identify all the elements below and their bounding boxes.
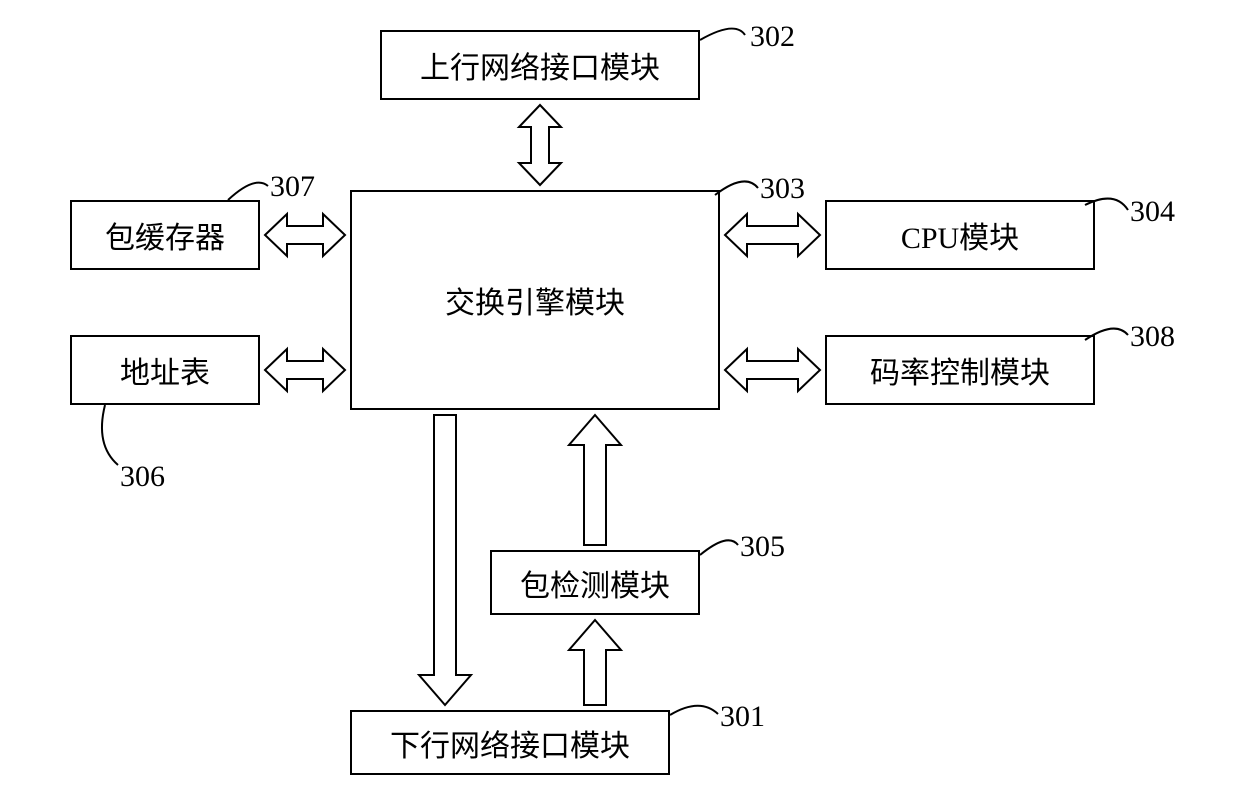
box-cpu: CPU模块 [825, 200, 1095, 270]
label-cpu: CPU模块 [901, 213, 1019, 257]
box-packet-detect: 包检测模块 [490, 550, 700, 615]
ref-rate: 308 [1130, 320, 1175, 354]
ref-cpu: 304 [1130, 195, 1175, 229]
box-engine: 交换引擎模块 [350, 190, 720, 410]
ref-pkt-buf: 307 [270, 170, 315, 204]
ref-addr-tbl: 306 [120, 460, 165, 494]
label-rate-control: 码率控制模块 [870, 348, 1050, 392]
label-packet-detect: 包检测模块 [520, 561, 670, 605]
box-packet-buffer: 包缓存器 [70, 200, 260, 270]
label-packet-buffer: 包缓存器 [105, 213, 225, 257]
label-uplink: 上行网络接口模块 [420, 43, 660, 87]
box-rate-control: 码率控制模块 [825, 335, 1095, 405]
label-address-table: 地址表 [120, 348, 210, 392]
ref-detect: 305 [740, 530, 785, 564]
label-engine: 交换引擎模块 [445, 278, 625, 322]
ref-uplink: 302 [750, 20, 795, 54]
label-downlink: 下行网络接口模块 [390, 721, 630, 765]
ref-downlink: 301 [720, 700, 765, 734]
box-address-table: 地址表 [70, 335, 260, 405]
diagram-stage: 上行网络接口模块 交换引擎模块 包缓存器 地址表 CPU模块 码率控制模块 包检… [0, 0, 1240, 801]
ref-engine: 303 [760, 172, 805, 206]
box-uplink: 上行网络接口模块 [380, 30, 700, 100]
box-downlink: 下行网络接口模块 [350, 710, 670, 775]
